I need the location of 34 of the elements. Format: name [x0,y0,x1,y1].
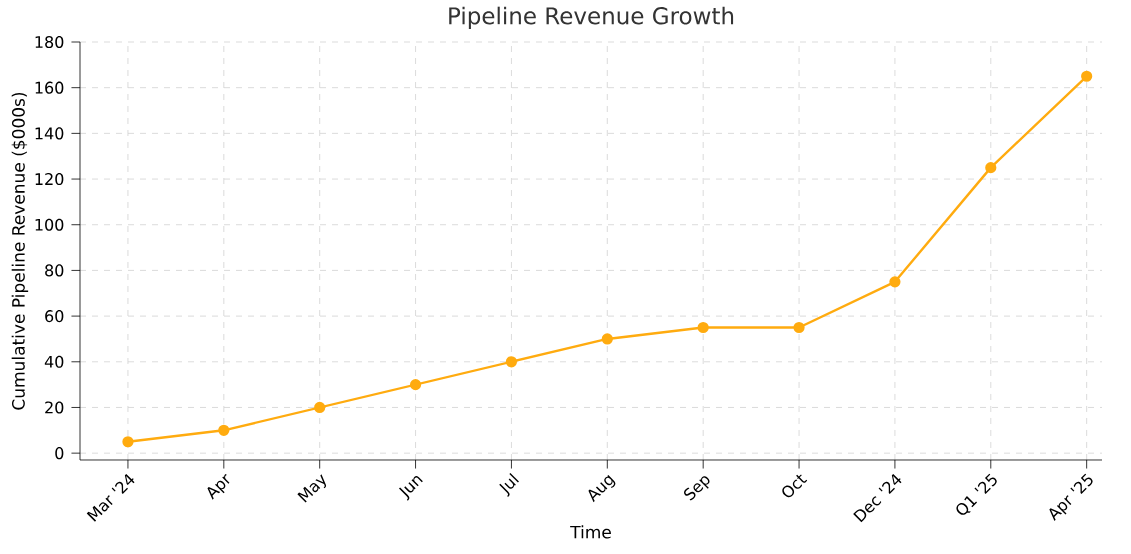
y-tick-label: 140 [35,127,64,140]
x-tick-label: Sep [683,476,710,501]
x-tick-label: Dec '24 [853,473,902,523]
x-tick-label: Q1 '25 [956,473,997,515]
point [218,424,230,436]
point [793,321,805,334]
point [314,401,326,414]
x-tick-label: Apr [207,473,230,500]
y-tick-label: 60 [45,310,64,323]
y-tick-label: 40 [44,355,64,368]
point [697,321,709,334]
point [505,356,518,368]
point [601,333,613,345]
x-tick-label: Mar '24 [86,473,135,522]
y-tick-label: 100 [35,218,64,231]
y-tick-label: 80 [45,264,64,277]
point [122,436,134,448]
point [889,276,901,288]
y-tick-label: 160 [35,81,64,94]
x-axis-title: Time [570,525,611,539]
chart-title: Pipeline Revenue Growth [449,6,734,29]
x-tick-label: Jun [398,476,423,501]
x-tick-label: Aug [588,475,616,503]
x-tick-label: Oct [782,474,808,498]
y-tick-label: 180 [35,35,64,49]
point [1081,70,1093,82]
y-tick-label: 120 [35,172,64,186]
point [985,162,997,174]
point [409,379,422,391]
x-tick-label: Apr '25 [1049,473,1093,521]
y-axis-title: Cumulative Pipeline Revenue ($000s) [11,92,29,410]
x-tick-label: Jul [499,473,519,497]
y-tick-label: 20 [45,401,64,414]
y-tick-label: 0 [55,447,64,460]
